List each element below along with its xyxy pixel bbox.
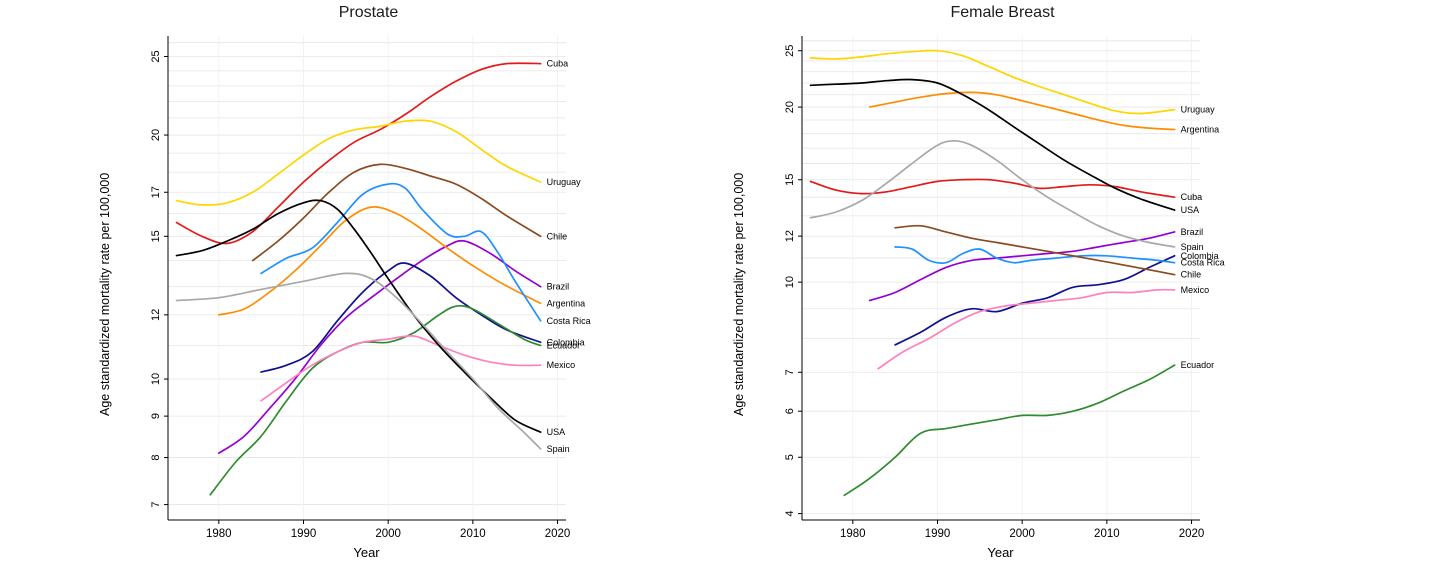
svg-text:2010: 2010 bbox=[1094, 528, 1120, 540]
svg-text:Costa Rica: Costa Rica bbox=[1180, 258, 1224, 268]
svg-text:7: 7 bbox=[784, 369, 796, 375]
svg-text:Chile: Chile bbox=[1180, 270, 1201, 280]
svg-text:20: 20 bbox=[150, 129, 162, 141]
svg-text:USA: USA bbox=[546, 427, 565, 437]
svg-text:Ecuador: Ecuador bbox=[1180, 360, 1214, 370]
svg-text:4: 4 bbox=[784, 511, 796, 517]
svg-text:12: 12 bbox=[784, 230, 796, 242]
svg-text:Mexico: Mexico bbox=[1180, 285, 1209, 295]
svg-text:1990: 1990 bbox=[290, 528, 316, 540]
svg-text:6: 6 bbox=[784, 408, 796, 414]
svg-text:Argentina: Argentina bbox=[1180, 125, 1219, 135]
svg-text:20: 20 bbox=[784, 101, 796, 113]
svg-text:Uruguay: Uruguay bbox=[546, 177, 581, 187]
svg-text:Spain: Spain bbox=[1180, 242, 1203, 252]
svg-text:Colombia: Colombia bbox=[1180, 251, 1218, 261]
svg-text:10: 10 bbox=[150, 373, 162, 385]
svg-text:Uruguay: Uruguay bbox=[1180, 105, 1215, 115]
svg-text:15: 15 bbox=[150, 230, 162, 242]
svg-text:Chile: Chile bbox=[546, 231, 567, 241]
svg-text:2000: 2000 bbox=[1009, 528, 1035, 540]
svg-text:5: 5 bbox=[784, 454, 796, 460]
svg-text:Spain: Spain bbox=[546, 444, 569, 454]
svg-text:10: 10 bbox=[784, 276, 796, 288]
svg-text:USA: USA bbox=[1180, 205, 1199, 215]
female-breast-chart-title: Female Breast bbox=[950, 4, 1055, 21]
svg-text:2010: 2010 bbox=[460, 528, 486, 540]
svg-text:15: 15 bbox=[784, 174, 796, 186]
svg-text:Argentina: Argentina bbox=[546, 298, 585, 308]
svg-text:12: 12 bbox=[150, 309, 162, 321]
svg-text:Brazil: Brazil bbox=[546, 282, 569, 292]
svg-text:2020: 2020 bbox=[544, 528, 570, 540]
svg-text:Cuba: Cuba bbox=[546, 59, 568, 69]
prostate-x-axis-title: Year bbox=[353, 545, 380, 560]
svg-text:8: 8 bbox=[150, 455, 162, 461]
prostate-y-axis-title: Age standardized mortality rate per 100,… bbox=[97, 172, 112, 416]
svg-text:Brazil: Brazil bbox=[1180, 227, 1203, 237]
svg-text:Cuba: Cuba bbox=[1180, 192, 1202, 202]
svg-text:Costa Rica: Costa Rica bbox=[546, 316, 590, 326]
svg-text:Colombia: Colombia bbox=[546, 337, 584, 347]
female-breast-chart-panel: Female Breast Age standardized mortality… bbox=[732, 2, 1332, 564]
svg-text:9: 9 bbox=[150, 413, 162, 419]
svg-text:17: 17 bbox=[150, 186, 162, 198]
female-breast-x-axis-title: Year bbox=[987, 545, 1014, 560]
prostate-chart-panel: Prostate Age standardized mortality rate… bbox=[98, 2, 698, 564]
prostate-chart-title: Prostate bbox=[338, 4, 399, 21]
female-breast-chart: 4 5 6 7 10 12 15 20 25 1980 1990 2000 2010 2020 Urugua… bbox=[784, 36, 1224, 540]
svg-text:2000: 2000 bbox=[375, 528, 401, 540]
svg-text:7: 7 bbox=[150, 502, 162, 508]
svg-text:Ecuador: Ecuador bbox=[546, 340, 580, 350]
svg-text:25: 25 bbox=[784, 45, 796, 57]
svg-text:2020: 2020 bbox=[1178, 528, 1204, 540]
female-breast-y-axis-title: Age standardized mortality rate per 100,… bbox=[731, 172, 746, 416]
prostate-chart: 7 8 9 10 12 15 17 20 25 1980 1990 2000 2010 2020 Cuba U… bbox=[150, 36, 590, 540]
svg-text:Mexico: Mexico bbox=[546, 360, 575, 370]
svg-text:1980: 1980 bbox=[206, 528, 232, 540]
svg-text:25: 25 bbox=[150, 50, 162, 62]
svg-text:1980: 1980 bbox=[840, 528, 866, 540]
svg-text:1990: 1990 bbox=[924, 528, 950, 540]
